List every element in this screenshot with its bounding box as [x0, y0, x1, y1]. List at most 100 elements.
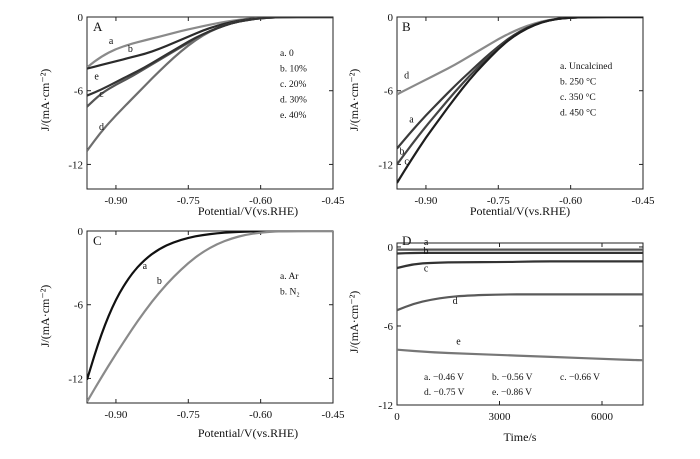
legend: a. −0.46 V b. −0.56 V c. −0.66 V d. −0.75 V… [424, 373, 600, 398]
panel-letter: D [402, 233, 411, 248]
y-axis-label: J/(mA·cm⁻²) [347, 291, 361, 354]
x-tick-label: 3000 [489, 411, 512, 423]
y-axis-label: J/(mA·cm⁻²) [347, 69, 361, 132]
legend-entry: a. Ar [280, 272, 299, 282]
curve-label-b: b [128, 44, 133, 55]
x-axis-label: Time/s [504, 430, 537, 444]
x-tick-label: -0.90 [104, 409, 127, 421]
x-axis-label: Potential/V(vs.RHE) [198, 426, 298, 440]
x-tick-label: -0.60 [559, 195, 582, 207]
legend-entry: d. −0.75 V [424, 388, 465, 398]
x-tick-label: 6000 [591, 411, 614, 423]
y-tick-label: -6 [384, 86, 394, 98]
x-tick-label: -0.90 [104, 195, 127, 207]
panel-letter: C [93, 233, 102, 248]
curve-label-a: a [109, 36, 114, 47]
series-line-c [397, 260, 643, 270]
curve-label-c: c [99, 89, 104, 100]
series-line-a [87, 231, 333, 381]
x-tick-label: -0.60 [249, 409, 272, 421]
series-line-a [87, 17, 333, 69]
panel-C: -0.90 -0.75 -0.60 -0.45 0 -6 -12 Potential/V(vs… [38, 226, 345, 440]
x-tick-label: -0.45 [322, 409, 345, 421]
series-group [87, 17, 333, 152]
x-tick-label: 0 [394, 411, 400, 423]
y-tick-label: -12 [378, 159, 393, 171]
curve-label-c: c [424, 263, 429, 274]
series-group [87, 231, 333, 403]
plot-frame [396, 16, 644, 190]
x-tick-label: -0.75 [177, 409, 200, 421]
series-line-d [397, 17, 643, 96]
x-tick-label: -0.90 [414, 195, 437, 207]
curve-label-d: d [404, 70, 409, 81]
x-tick-label: -0.75 [487, 195, 510, 207]
y-tick-label: -12 [378, 400, 393, 412]
y-tick-label: -6 [74, 300, 84, 312]
y-axis-label: J/(mA·cm⁻²) [38, 69, 52, 132]
y-tick-label: -6 [384, 321, 394, 333]
curve-label-a: a [424, 237, 429, 248]
x-tick-label: -0.45 [632, 195, 655, 207]
legend-entry: c. 20% [280, 80, 306, 90]
y-tick-label: 0 [388, 12, 394, 24]
legend: a. Ar b. N₂ [280, 272, 300, 298]
series-line-c [397, 17, 643, 184]
series-line-b [87, 17, 333, 70]
curve-label-d: d [453, 296, 458, 307]
curve-label-a: a [409, 115, 414, 126]
curve-label-c: c [404, 156, 409, 167]
legend-entry: b. 10% [280, 65, 307, 75]
curve-label-b: b [157, 276, 162, 287]
legend-entry: d. 30% [280, 96, 307, 106]
panel-B: -0.90 -0.75 -0.60 -0.45 0 -6 -12 Potential/V(vs… [347, 12, 655, 218]
legend-entry: e. 40% [280, 111, 306, 121]
panel-A: -0.90 -0.75 -0.60 -0.45 0 -6 -12 Potential/V(vs… [38, 12, 345, 218]
series-line-b [87, 231, 333, 403]
x-tick-label: -0.75 [177, 195, 200, 207]
x-tick-label: -0.45 [322, 195, 345, 207]
curve-label-d: d [99, 122, 104, 133]
y-tick-label: -6 [74, 86, 84, 98]
legend: a. Uncalcined b. 250 °C c. 350 °C d. 450 °C [560, 62, 612, 119]
curve-label-b: b [399, 147, 404, 158]
y-tick-label: -12 [68, 373, 83, 385]
curve-label-e: e [94, 72, 99, 83]
plot-frame [86, 16, 334, 190]
y-tick-label: 0 [78, 226, 84, 238]
series-line-b [397, 251, 643, 255]
y-axis-label: J/(mA·cm⁻²) [38, 285, 52, 348]
series-line-e [397, 348, 643, 362]
plot-frame [396, 242, 644, 406]
series-line-b [397, 17, 643, 166]
y-tick-label: -12 [68, 159, 83, 171]
series-group [397, 248, 643, 362]
legend-entry: b. 250 °C [560, 77, 596, 88]
panel-letter: A [93, 19, 103, 34]
legend-entry: a. 0 [280, 49, 294, 59]
panel-D: 0 3000 6000 0 -6 -12 Time/s J/(mA·cm⁻²) D abc d e a.… [347, 233, 644, 444]
series-line-d [397, 293, 643, 312]
y-tick-label: 0 [388, 242, 394, 254]
curve-label-a: a [143, 261, 148, 272]
y-tick-label: 0 [78, 12, 84, 24]
x-tick-label: -0.60 [249, 195, 272, 207]
x-axis-label: Potential/V(vs.RHE) [198, 204, 298, 218]
legend: a. 0 b. 10% c. 20% d. 30% e. 40% [280, 49, 307, 121]
x-axis-label: Potential/V(vs.RHE) [470, 204, 570, 218]
series-line-e [87, 17, 333, 97]
legend-entry: c. 350 °C [560, 92, 596, 103]
panel-letter: B [402, 19, 411, 34]
legend-entry: a. −0.46 V [424, 373, 464, 383]
curve-label-b: b [424, 246, 429, 257]
legend-entry: d. 450 °C [560, 108, 596, 119]
curve-label-e: e [456, 336, 461, 347]
legend-entry: b. −0.56 V [492, 373, 533, 383]
legend-entry: a. Uncalcined [560, 62, 612, 72]
legend-entry: c. −0.66 V [560, 373, 600, 383]
plot-frame [86, 230, 334, 404]
legend-entry: e. −0.86 V [492, 388, 532, 398]
legend-entry: b. N₂ [280, 288, 300, 298]
series-line-a [397, 17, 643, 150]
